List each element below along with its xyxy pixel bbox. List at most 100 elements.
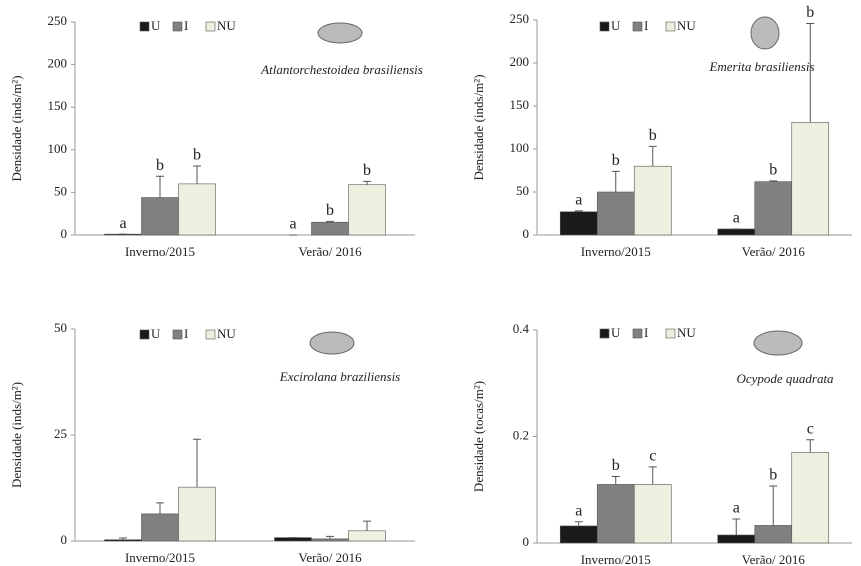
- legend-swatch: [206, 22, 215, 31]
- significance-letter: b: [156, 157, 164, 174]
- bar: [179, 487, 216, 541]
- error-bar: [193, 439, 201, 487]
- y-tick-label: 0: [523, 534, 530, 549]
- significance-letter: b: [769, 161, 777, 178]
- y-tick-label: 0: [61, 226, 68, 241]
- y-tick-label: 25: [54, 426, 67, 441]
- bar: [597, 484, 634, 543]
- significance-letter: a: [733, 500, 740, 517]
- legend-label: I: [644, 325, 648, 340]
- error-bar: [326, 536, 334, 539]
- isopod-icon: [310, 332, 354, 354]
- bar: [755, 525, 792, 543]
- x-tick-label: Verão/ 2016: [298, 550, 362, 565]
- legend-swatch: [140, 22, 149, 31]
- x-tick-label: Verão/ 2016: [742, 244, 806, 259]
- legend-swatch: [633, 22, 642, 31]
- error-bar: [193, 166, 201, 184]
- error-bar: [649, 467, 657, 485]
- error-bar: [575, 522, 583, 526]
- y-tick-label: 0: [61, 532, 68, 547]
- x-tick-label: Inverno/2015: [581, 244, 651, 259]
- significance-letter: a: [733, 210, 740, 227]
- legend-swatch: [600, 22, 609, 31]
- x-tick-label: Verão/ 2016: [742, 552, 806, 566]
- legend-swatch: [173, 22, 182, 31]
- significance-letter: b: [612, 457, 620, 474]
- significance-letter: b: [193, 147, 201, 164]
- significance-letter: b: [769, 467, 777, 484]
- significance-letter: b: [649, 127, 657, 144]
- significance-letter: a: [119, 215, 126, 232]
- error-bar: [363, 181, 371, 184]
- y-tick-label: 150: [510, 97, 530, 112]
- bar: [755, 182, 792, 235]
- error-bar: [732, 519, 740, 535]
- y-tick-label: 50: [54, 183, 67, 198]
- amphipod-icon: [318, 23, 362, 43]
- legend-label: NU: [677, 18, 696, 33]
- error-bar: [156, 176, 164, 197]
- error-bar: [649, 146, 657, 166]
- species-name: Atlantorchestoidea brasiliensis: [260, 62, 423, 77]
- legend-label: NU: [217, 326, 236, 341]
- significance-letter: a: [289, 216, 296, 233]
- legend-label: I: [184, 326, 188, 341]
- bar: [718, 229, 755, 235]
- legend-label: U: [611, 18, 621, 33]
- x-tick-label: Inverno/2015: [125, 550, 195, 565]
- bar: [634, 484, 671, 543]
- y-tick-label: 200: [510, 54, 530, 69]
- figure: 050100150200250Densidade (inds/m²)Atlant…: [0, 0, 861, 566]
- bar: [142, 514, 179, 541]
- mole-crab-icon: [751, 17, 779, 49]
- significance-letter: b: [363, 162, 371, 179]
- y-axis-label: Densidade (inds/m²): [9, 382, 24, 488]
- legend-swatch: [206, 330, 215, 339]
- legend-label: U: [151, 326, 161, 341]
- bar: [349, 185, 386, 235]
- y-axis-label: Densidade (inds/m²): [9, 75, 24, 181]
- bar: [179, 184, 216, 235]
- bar: [312, 222, 349, 235]
- bar: [560, 526, 597, 543]
- legend-label: U: [151, 18, 161, 33]
- legend-swatch: [666, 22, 675, 31]
- bar: [105, 540, 142, 541]
- y-tick-label: 250: [510, 11, 530, 26]
- legend-swatch: [600, 329, 609, 338]
- significance-letter: a: [575, 502, 582, 519]
- error-bar: [612, 171, 620, 192]
- x-tick-label: Verão/ 2016: [298, 244, 362, 259]
- y-axis-label: Densidade (inds/m²): [471, 74, 486, 180]
- significance-letter: b: [612, 152, 620, 169]
- y-tick-label: 100: [48, 141, 68, 156]
- x-tick-label: Inverno/2015: [125, 244, 195, 259]
- legend-label: NU: [677, 325, 696, 340]
- legend-label: U: [611, 325, 621, 340]
- y-tick-label: 200: [48, 56, 68, 71]
- significance-letter: a: [575, 192, 582, 209]
- y-tick-label: 0.4: [513, 321, 530, 336]
- error-bar: [156, 503, 164, 514]
- bar: [349, 531, 386, 541]
- species-name: Emerita brasiliensis: [708, 59, 814, 74]
- legend-label: I: [184, 18, 188, 33]
- bar: [560, 212, 597, 235]
- legend-swatch: [173, 330, 182, 339]
- y-tick-label: 250: [48, 13, 68, 28]
- bar: [275, 538, 312, 541]
- legend-swatch: [666, 329, 675, 338]
- y-tick-label: 50: [54, 320, 67, 335]
- y-axis-label: Densidade (tocas/m²): [471, 381, 486, 492]
- y-tick-label: 50: [516, 183, 529, 198]
- error-bar: [363, 521, 371, 531]
- error-bar: [769, 486, 777, 525]
- error-bar: [806, 440, 814, 453]
- legend-swatch: [633, 329, 642, 338]
- significance-letter: b: [806, 4, 814, 21]
- significance-letter: c: [649, 448, 656, 465]
- bar: [597, 192, 634, 235]
- y-tick-label: 100: [510, 140, 530, 155]
- x-tick-label: Inverno/2015: [581, 552, 651, 566]
